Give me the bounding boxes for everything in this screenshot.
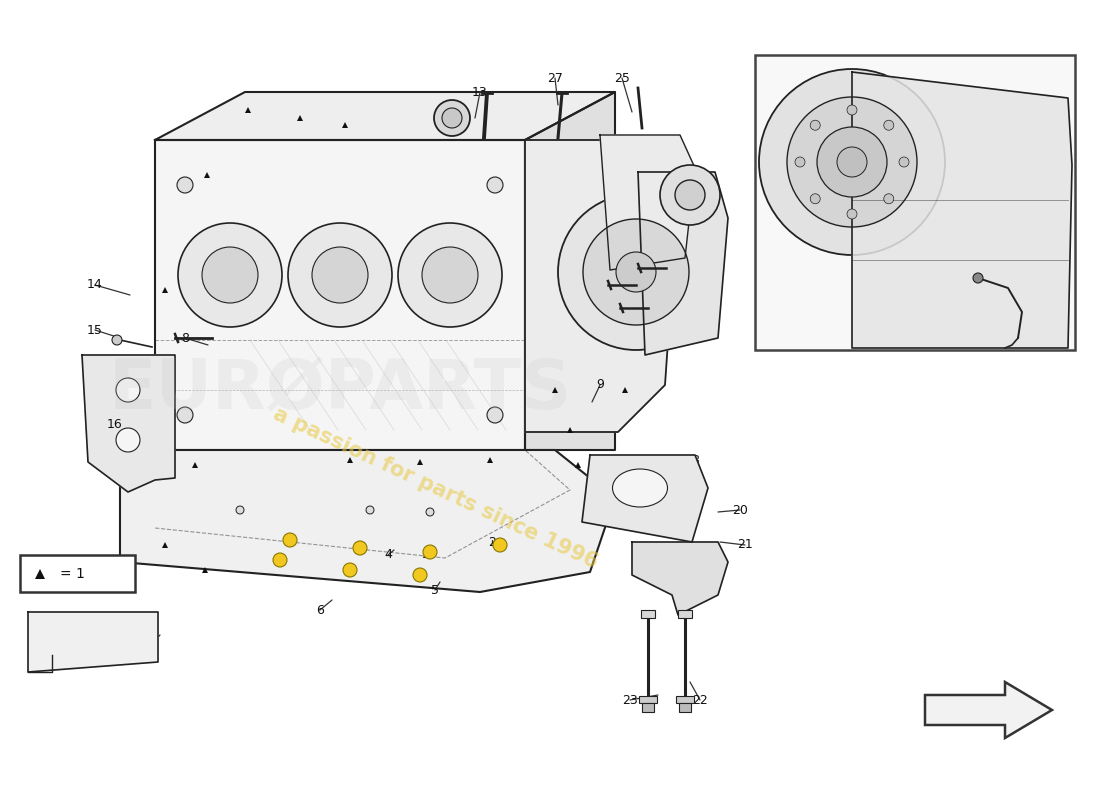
Circle shape (811, 120, 821, 130)
Polygon shape (155, 140, 525, 450)
Circle shape (616, 252, 656, 292)
Circle shape (811, 194, 821, 204)
Text: 40: 40 (1010, 314, 1026, 326)
Polygon shape (582, 455, 708, 542)
Circle shape (426, 508, 434, 516)
Text: 25: 25 (614, 71, 630, 85)
Circle shape (177, 407, 192, 423)
Text: 3: 3 (421, 549, 429, 562)
Text: 26: 26 (664, 242, 680, 254)
Circle shape (312, 247, 368, 303)
Circle shape (442, 108, 462, 128)
Circle shape (493, 538, 507, 552)
Text: 23: 23 (623, 694, 638, 706)
Text: a passion for parts since 1996: a passion for parts since 1996 (270, 404, 601, 572)
Circle shape (283, 533, 297, 547)
Bar (676, 696, 694, 703)
Circle shape (974, 273, 983, 283)
Text: 11: 11 (590, 262, 606, 274)
Circle shape (236, 506, 244, 514)
Polygon shape (525, 140, 678, 432)
Polygon shape (120, 450, 615, 592)
Text: 27: 27 (547, 71, 563, 85)
Circle shape (273, 553, 287, 567)
Bar (642, 703, 654, 712)
Circle shape (398, 223, 502, 327)
Bar (641, 610, 654, 618)
Text: 15: 15 (87, 323, 103, 337)
Circle shape (817, 127, 887, 197)
Circle shape (366, 506, 374, 514)
Text: 7: 7 (636, 503, 644, 517)
Text: 9: 9 (596, 378, 604, 391)
Bar (755, 55, 1075, 350)
Circle shape (353, 541, 367, 555)
Text: 5: 5 (431, 583, 439, 597)
Ellipse shape (613, 469, 668, 507)
Polygon shape (155, 92, 615, 140)
Circle shape (558, 194, 714, 350)
Text: 10: 10 (614, 297, 630, 310)
Circle shape (177, 177, 192, 193)
Circle shape (675, 180, 705, 210)
Text: 17: 17 (130, 654, 146, 666)
Polygon shape (632, 542, 728, 615)
Polygon shape (82, 355, 175, 492)
Text: 24: 24 (1018, 223, 1033, 237)
Polygon shape (638, 172, 728, 355)
Text: 4: 4 (384, 549, 392, 562)
Circle shape (343, 563, 358, 577)
Circle shape (786, 97, 917, 227)
Text: 22: 22 (692, 694, 708, 706)
Circle shape (847, 105, 857, 115)
Circle shape (112, 335, 122, 345)
Bar (20, 555, 135, 592)
Text: 2: 2 (488, 537, 496, 550)
Polygon shape (28, 612, 158, 672)
Circle shape (422, 247, 478, 303)
Text: 13: 13 (472, 86, 488, 98)
Circle shape (837, 147, 867, 177)
Text: 12: 12 (624, 257, 640, 270)
Circle shape (487, 407, 503, 423)
Polygon shape (852, 72, 1072, 348)
Bar (678, 610, 692, 618)
Circle shape (116, 428, 140, 452)
Polygon shape (925, 682, 1052, 738)
Circle shape (487, 177, 503, 193)
Text: 20: 20 (733, 503, 748, 517)
Circle shape (202, 247, 258, 303)
Text: 21: 21 (737, 538, 752, 551)
Circle shape (660, 165, 720, 225)
Circle shape (434, 100, 470, 136)
Circle shape (178, 223, 282, 327)
Circle shape (883, 194, 894, 204)
Text: 8: 8 (691, 454, 698, 466)
Text: = 1: = 1 (60, 567, 85, 581)
Circle shape (424, 545, 437, 559)
Circle shape (847, 209, 857, 219)
Text: 8: 8 (182, 331, 189, 345)
Circle shape (759, 69, 945, 255)
Bar (679, 703, 691, 712)
Circle shape (883, 120, 894, 130)
Text: EURØPARTS: EURØPARTS (109, 357, 572, 423)
Circle shape (583, 219, 689, 325)
Circle shape (288, 223, 392, 327)
Text: 14: 14 (87, 278, 103, 291)
Circle shape (116, 378, 140, 402)
Circle shape (899, 157, 909, 167)
Text: 6: 6 (316, 603, 323, 617)
Polygon shape (600, 135, 695, 270)
Circle shape (795, 157, 805, 167)
Text: 19: 19 (792, 62, 807, 74)
Text: 18: 18 (1012, 277, 1027, 290)
Text: 16: 16 (107, 418, 123, 431)
Polygon shape (525, 92, 615, 450)
Circle shape (412, 568, 427, 582)
Bar (639, 696, 657, 703)
